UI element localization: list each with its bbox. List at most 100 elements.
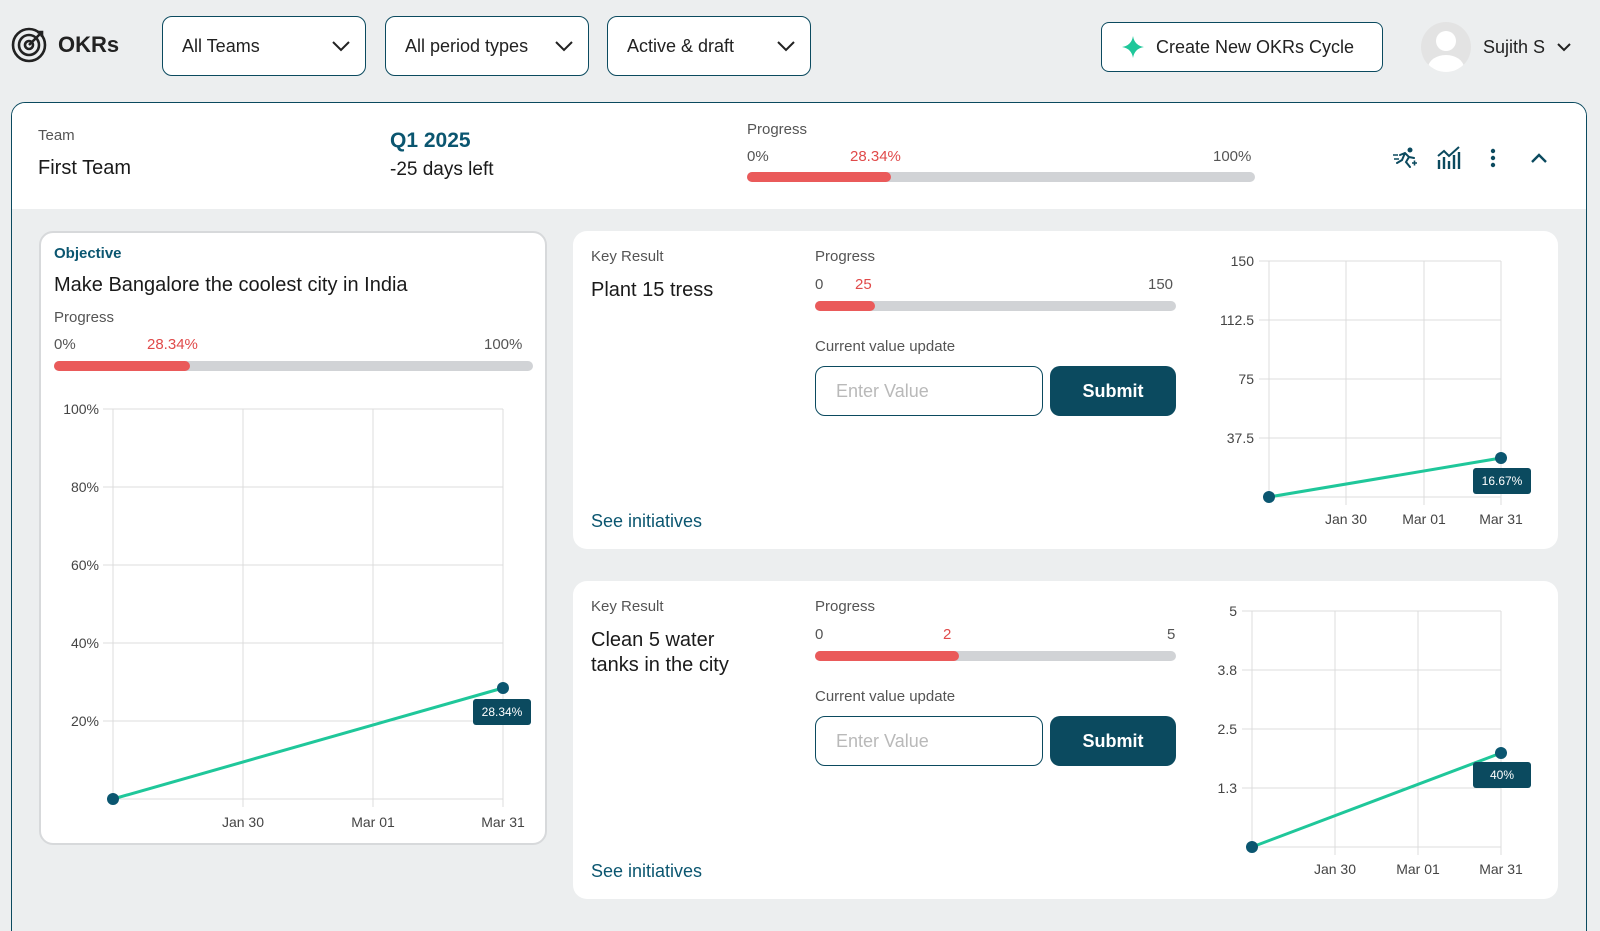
series-line bbox=[1268, 456, 1502, 499]
submit-button[interactable]: Submit bbox=[1050, 366, 1176, 416]
kr-progress-label: Progress bbox=[815, 248, 876, 265]
x-tick-label: Jan 30 bbox=[1325, 511, 1367, 527]
app-logo[interactable]: OKRs bbox=[10, 26, 119, 64]
tooltip-box bbox=[1473, 762, 1531, 788]
kr-progress-max: 150 bbox=[1148, 276, 1174, 293]
key-result-label: Key Result bbox=[591, 248, 664, 265]
y-tick-label: 1.3 bbox=[1218, 780, 1238, 796]
more-options-icon[interactable] bbox=[1478, 143, 1508, 173]
cycle-progress-label: Progress bbox=[747, 121, 808, 138]
current-value-input[interactable]: Enter Value bbox=[815, 716, 1043, 766]
submit-button[interactable]: Submit bbox=[1050, 716, 1176, 766]
y-tick-label: 60% bbox=[71, 557, 99, 573]
status-dropdown[interactable]: Active & draft bbox=[607, 16, 811, 76]
status-dropdown-label: Active & draft bbox=[627, 35, 735, 56]
days-left: -25 days left bbox=[390, 159, 494, 180]
target-logo-icon bbox=[11, 27, 47, 63]
y-tick-label: 5 bbox=[1229, 603, 1237, 619]
y-tick-label: 75 bbox=[1238, 371, 1254, 387]
data-point bbox=[1495, 452, 1507, 464]
key-result-title-line1: Clean 5 water bbox=[591, 629, 715, 651]
see-initiatives-link[interactable]: See initiatives bbox=[591, 511, 703, 531]
kr-progress-label: Progress bbox=[815, 598, 876, 615]
kr-progress-value: 2 bbox=[943, 626, 952, 643]
data-point bbox=[1495, 747, 1507, 759]
sparkle-icon bbox=[1122, 36, 1144, 58]
y-tick-label: 112.5 bbox=[1220, 312, 1254, 328]
tooltip-label: 16.67% bbox=[1482, 474, 1523, 488]
objective-label: Objective bbox=[54, 245, 122, 262]
current-value-update-label: Current value update bbox=[815, 338, 956, 355]
x-tick-label: Mar 01 bbox=[1402, 511, 1446, 527]
x-tick-label: Jan 30 bbox=[1314, 861, 1356, 877]
kr-progress-fill bbox=[815, 651, 960, 661]
x-tick-label: Mar 31 bbox=[1479, 861, 1523, 877]
key-result-title: Plant 15 tress bbox=[591, 279, 714, 301]
kr-progress-bar bbox=[815, 301, 1176, 311]
app-title: OKRs bbox=[58, 32, 120, 57]
kr-progress-min: 0 bbox=[815, 276, 824, 293]
objective-progress-fill bbox=[54, 361, 190, 371]
cycle-progress-max: 100% bbox=[1213, 148, 1252, 165]
create-okrs-cycle-label: Create New OKRs Cycle bbox=[1156, 36, 1355, 57]
team-label: Team bbox=[38, 127, 75, 144]
y-tick-label: 3.8 bbox=[1218, 662, 1238, 678]
user-menu[interactable]: Sujith S bbox=[1421, 22, 1571, 72]
tooltip-label: 40% bbox=[1490, 768, 1514, 782]
x-tick-label: Mar 31 bbox=[1479, 511, 1523, 527]
run-icon[interactable] bbox=[1390, 143, 1420, 173]
series-line bbox=[1251, 751, 1502, 849]
key-result-card: Key Result Clean 5 water tanks in the ci… bbox=[573, 581, 1558, 899]
see-initiatives-link[interactable]: See initiatives bbox=[591, 861, 703, 881]
y-tick-label: 100% bbox=[63, 401, 99, 417]
objective-progress-chart: 100% 80% 60% 40% 20% Jan 30 Mar 01 Mar 3… bbox=[63, 401, 531, 830]
y-tick-label: 150 bbox=[1231, 253, 1255, 269]
x-tick-label: Mar 31 bbox=[481, 814, 525, 830]
tooltip-label: 28.34% bbox=[482, 705, 523, 719]
data-point bbox=[497, 682, 509, 694]
cycle-progress-min: 0% bbox=[747, 148, 769, 165]
team-name: First Team bbox=[38, 157, 131, 179]
x-tick-label: Jan 30 bbox=[222, 814, 264, 830]
chevron-down-icon bbox=[555, 41, 573, 52]
chevron-down-icon bbox=[777, 41, 795, 52]
current-value-update-label: Current value update bbox=[815, 688, 956, 705]
kr-progress-max: 5 bbox=[1167, 626, 1176, 643]
chevron-down-icon bbox=[332, 41, 350, 52]
y-tick-label: 37.5 bbox=[1227, 430, 1254, 446]
objective-progress-value: 28.34% bbox=[147, 336, 198, 353]
analytics-chart-icon[interactable] bbox=[1434, 143, 1464, 173]
kr-progress-min: 0 bbox=[815, 626, 824, 643]
cycle-progress-fill bbox=[747, 172, 891, 182]
current-value-input[interactable]: Enter Value bbox=[815, 366, 1043, 416]
key-result-title-line2: tanks in the city bbox=[591, 654, 729, 676]
kr-progress-value: 25 bbox=[855, 276, 872, 293]
cycle-progress-bar bbox=[747, 172, 1255, 182]
data-point bbox=[107, 793, 119, 805]
chevron-down-icon bbox=[1557, 42, 1571, 51]
objective-progress-bar bbox=[54, 361, 533, 371]
tooltip-box bbox=[473, 699, 531, 725]
objective-title: Make Bangalore the coolest city in India bbox=[54, 274, 408, 296]
y-tick-label: 40% bbox=[71, 635, 99, 651]
cycle-period: Q1 2025 bbox=[390, 129, 471, 152]
period-types-dropdown[interactable]: All period types bbox=[385, 16, 589, 76]
objective-progress-label: Progress bbox=[54, 309, 115, 326]
x-tick-label: Mar 01 bbox=[1396, 861, 1440, 877]
data-point bbox=[1246, 841, 1258, 853]
y-tick-label: 20% bbox=[71, 713, 99, 729]
create-okrs-cycle-button[interactable]: Create New OKRs Cycle bbox=[1101, 22, 1383, 72]
kr-progress-bar bbox=[815, 651, 1176, 661]
period-types-dropdown-label: All period types bbox=[405, 35, 529, 56]
cycle-header: Team First Team Q1 2025 -25 days left Pr… bbox=[12, 103, 1586, 209]
key-result-chart: 5 3.8 2.5 1.3 Jan 30 Mar 01 Mar 31 40% bbox=[1218, 603, 1531, 877]
objective-card: Objective Make Bangalore the coolest cit… bbox=[39, 231, 547, 845]
key-result-label: Key Result bbox=[591, 598, 664, 615]
series-line bbox=[112, 686, 504, 801]
key-result-card: Key Result Plant 15 tress Progress 0 25 … bbox=[573, 231, 1558, 549]
collapse-chevron-up-icon[interactable] bbox=[1524, 143, 1554, 173]
cycle-progress-value: 28.34% bbox=[850, 148, 901, 165]
tooltip-box bbox=[1473, 468, 1531, 494]
y-tick-label: 2.5 bbox=[1218, 721, 1238, 737]
teams-dropdown[interactable]: All Teams bbox=[162, 16, 366, 76]
